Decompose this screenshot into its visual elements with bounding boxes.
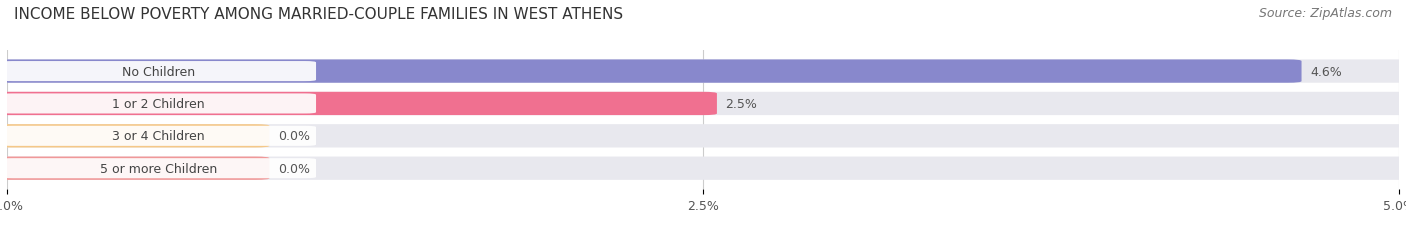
Text: 1 or 2 Children: 1 or 2 Children (112, 97, 205, 110)
FancyBboxPatch shape (1, 126, 316, 146)
FancyBboxPatch shape (0, 125, 270, 148)
Text: 3 or 4 Children: 3 or 4 Children (112, 130, 205, 143)
FancyBboxPatch shape (0, 60, 1406, 83)
Text: 0.0%: 0.0% (278, 162, 309, 175)
FancyBboxPatch shape (0, 125, 1406, 148)
Text: Source: ZipAtlas.com: Source: ZipAtlas.com (1258, 7, 1392, 20)
FancyBboxPatch shape (0, 157, 270, 180)
Text: INCOME BELOW POVERTY AMONG MARRIED-COUPLE FAMILIES IN WEST ATHENS: INCOME BELOW POVERTY AMONG MARRIED-COUPL… (14, 7, 623, 22)
FancyBboxPatch shape (0, 157, 1406, 180)
FancyBboxPatch shape (0, 60, 1302, 83)
FancyBboxPatch shape (1, 94, 316, 114)
FancyBboxPatch shape (1, 62, 316, 82)
FancyBboxPatch shape (0, 92, 717, 116)
Text: 2.5%: 2.5% (725, 97, 758, 110)
FancyBboxPatch shape (1, 158, 316, 179)
Text: 0.0%: 0.0% (278, 130, 309, 143)
Text: No Children: No Children (122, 65, 195, 78)
Text: 4.6%: 4.6% (1310, 65, 1341, 78)
Text: 5 or more Children: 5 or more Children (100, 162, 218, 175)
FancyBboxPatch shape (0, 92, 1406, 116)
